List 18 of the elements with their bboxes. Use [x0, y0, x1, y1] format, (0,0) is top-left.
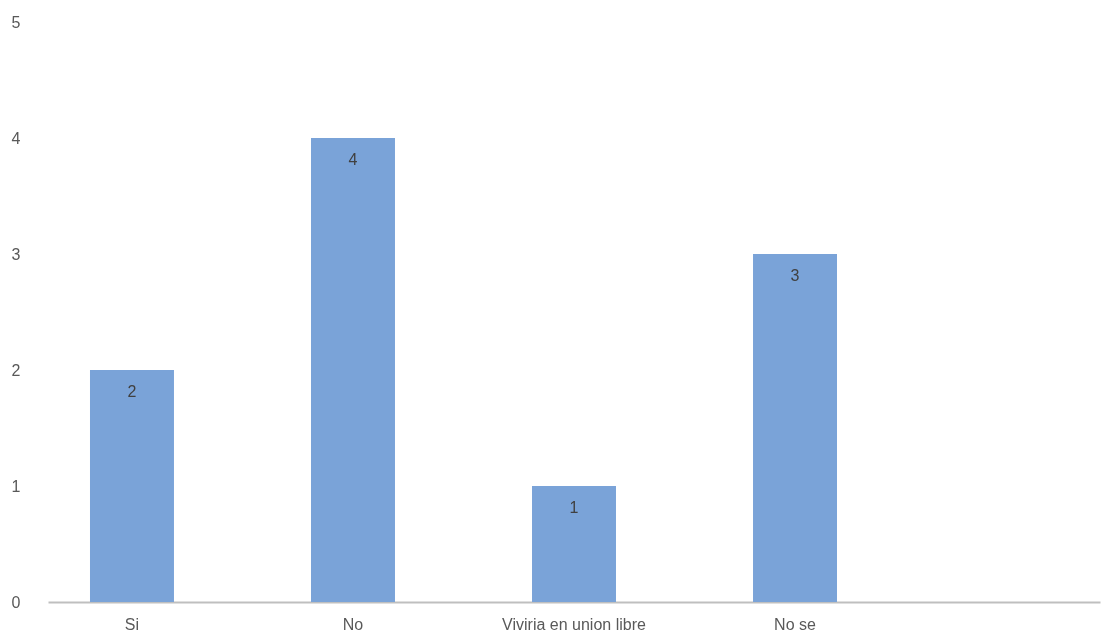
data-label: 3: [790, 267, 800, 284]
data-label: 4: [348, 151, 358, 168]
bar: [532, 486, 616, 602]
bar: [89, 370, 174, 602]
y-tick-label: 0: [11, 593, 21, 611]
bar: [753, 254, 837, 602]
x-tick-label: Viviria en union libre: [502, 615, 646, 633]
data-label: 2: [127, 383, 137, 400]
y-tick-label: 5: [11, 13, 21, 31]
bar: [311, 138, 395, 602]
x-tick-label: Si: [124, 615, 140, 633]
y-tick-label: 4: [11, 129, 21, 147]
x-tick-label: No: [342, 615, 364, 633]
y-tick-label: 3: [11, 245, 21, 263]
y-tick-label: 1: [11, 477, 21, 495]
x-tick-label: No se: [774, 615, 817, 633]
data-label: 1: [569, 499, 579, 516]
y-tick-label: 2: [11, 361, 21, 379]
